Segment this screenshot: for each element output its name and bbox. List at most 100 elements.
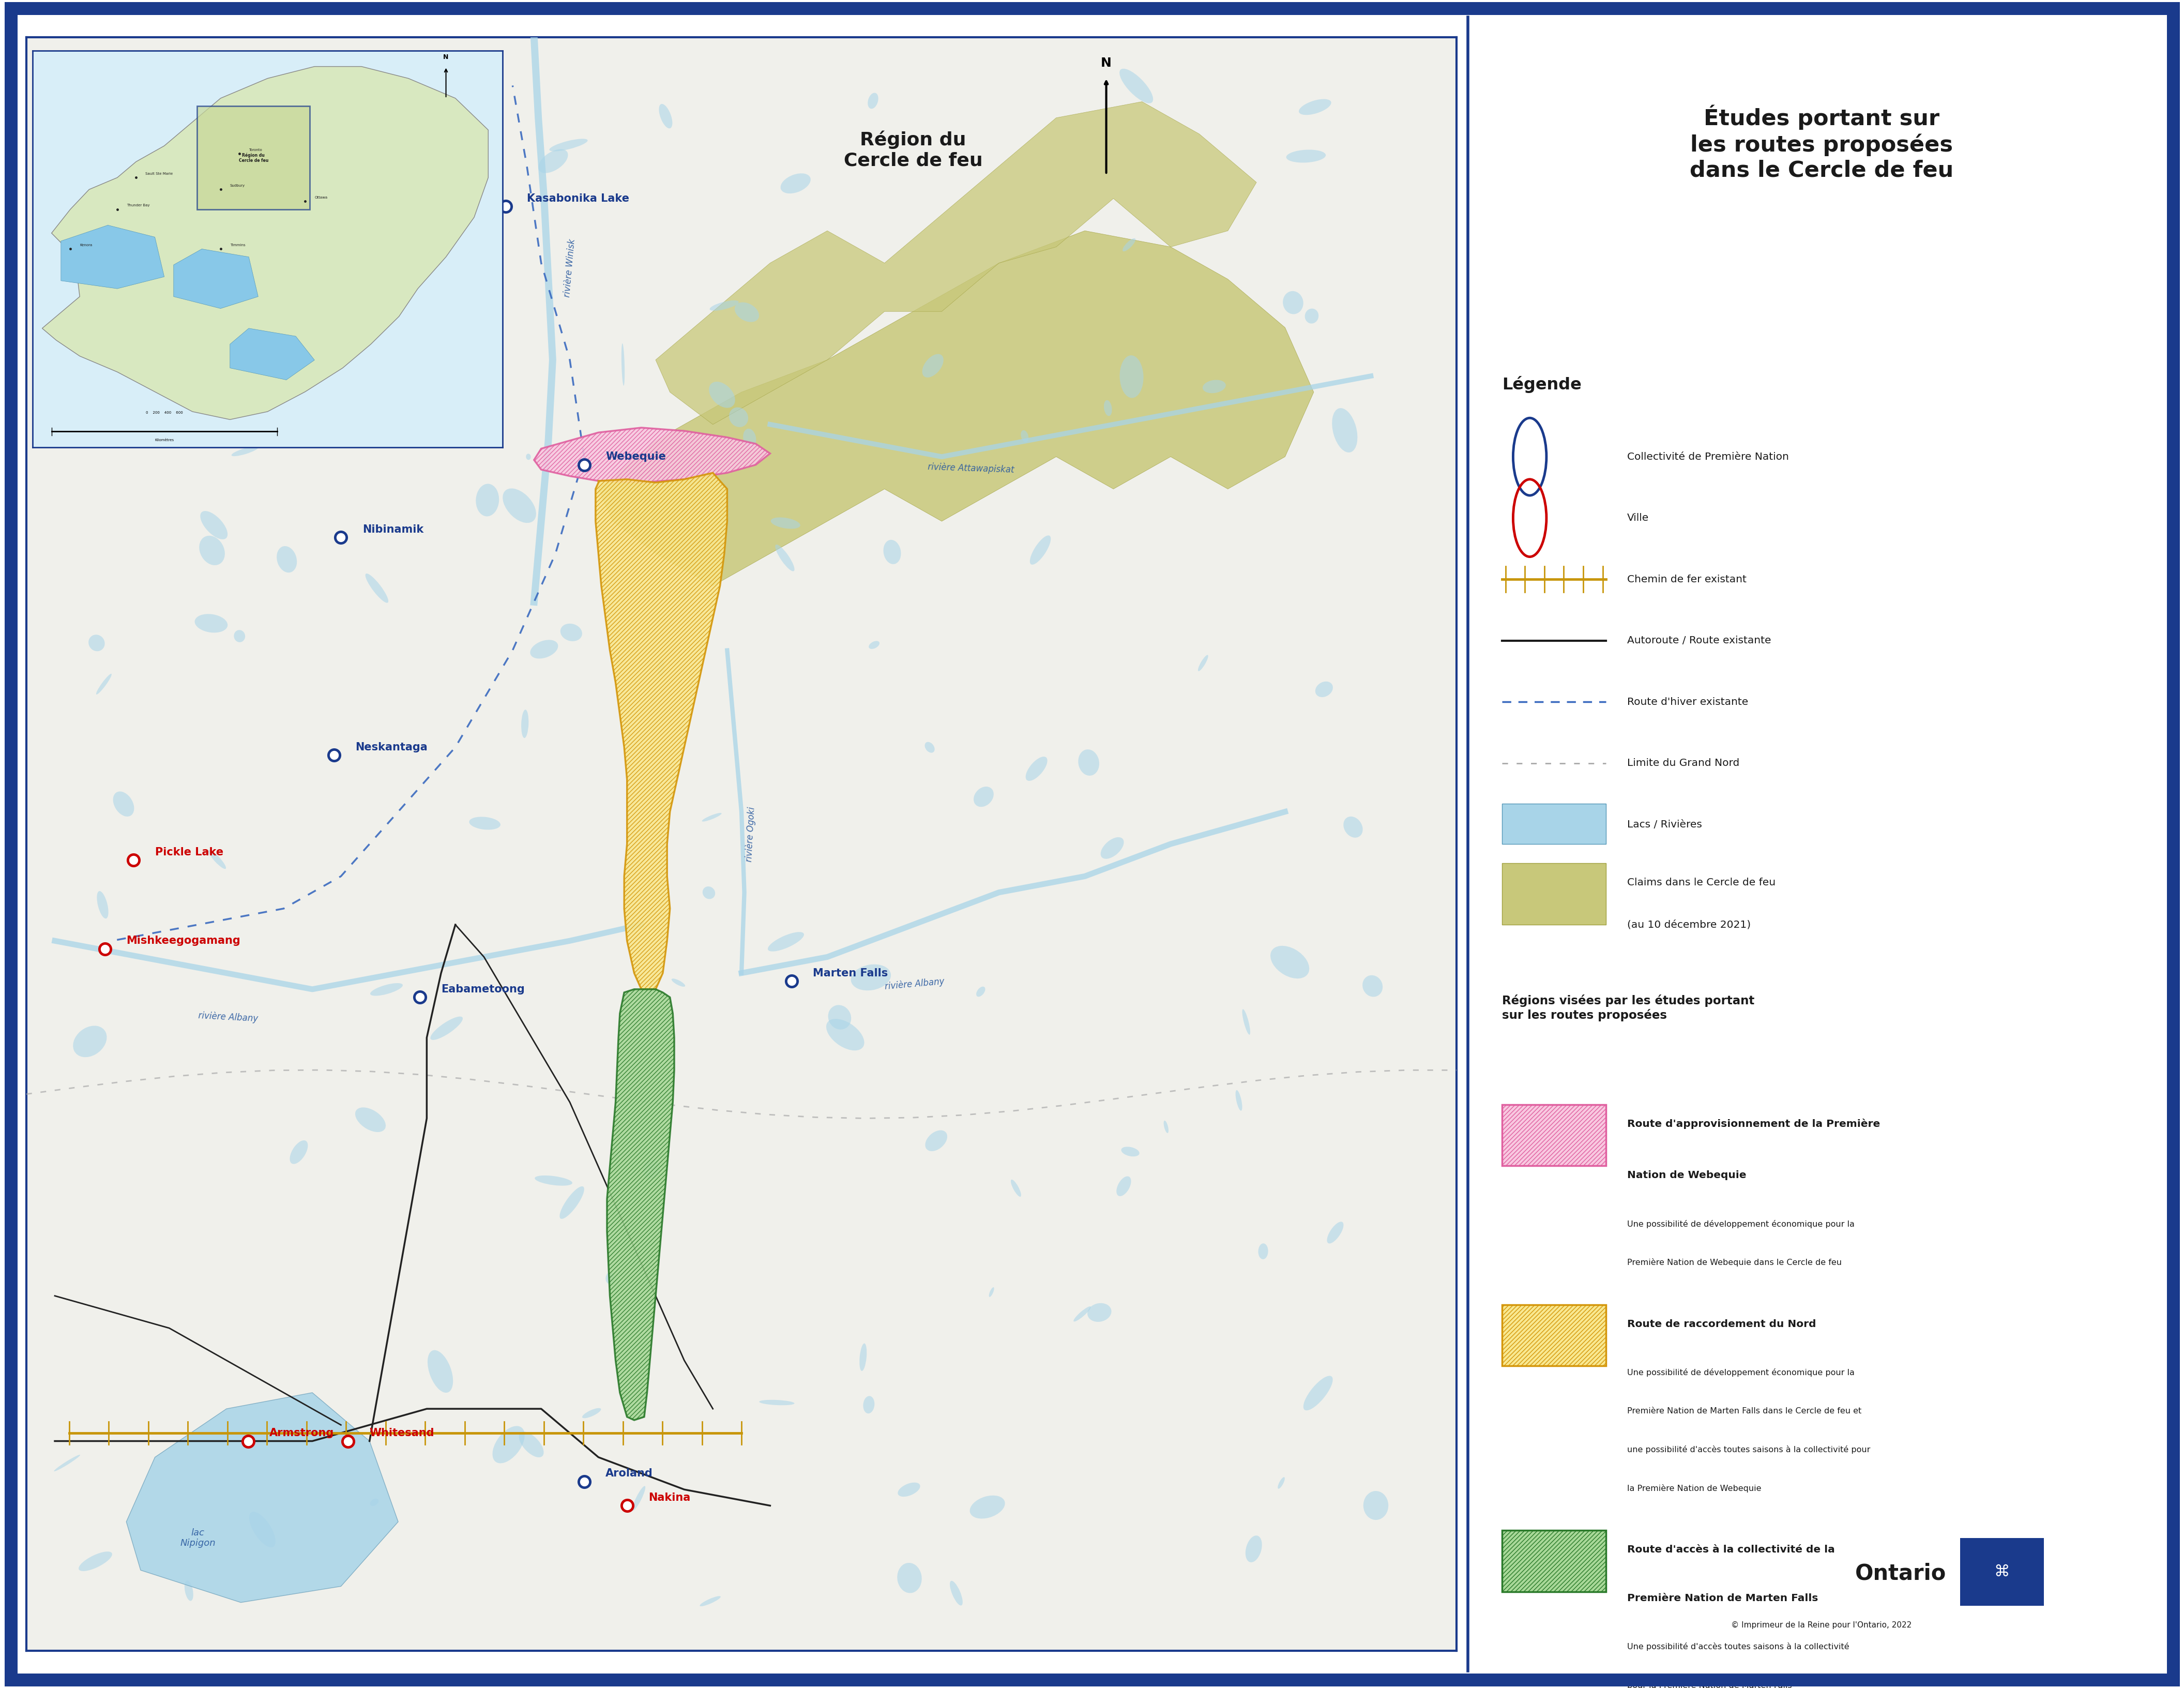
Ellipse shape <box>1363 1491 1389 1519</box>
Text: pour la Première Nation de Marten Falls: pour la Première Nation de Marten Falls <box>1627 1681 1791 1688</box>
Ellipse shape <box>369 1499 378 1506</box>
Ellipse shape <box>72 1026 107 1057</box>
Text: Thunder Bay: Thunder Bay <box>127 204 151 208</box>
Text: rivière Ogoki: rivière Ogoki <box>745 807 758 863</box>
Bar <box>1503 803 1605 844</box>
Ellipse shape <box>1164 1121 1168 1133</box>
Text: Aroland: Aroland <box>605 1469 653 1479</box>
Ellipse shape <box>922 354 943 378</box>
Ellipse shape <box>1304 1376 1332 1411</box>
Ellipse shape <box>522 709 529 738</box>
Ellipse shape <box>531 640 559 658</box>
Ellipse shape <box>559 1187 583 1219</box>
Ellipse shape <box>950 1580 963 1605</box>
Ellipse shape <box>1363 976 1382 998</box>
Ellipse shape <box>780 174 810 194</box>
Ellipse shape <box>371 982 402 996</box>
Text: Première Nation de Webequie dans le Cercle de feu: Première Nation de Webequie dans le Cerc… <box>1627 1259 1841 1266</box>
Polygon shape <box>598 231 1315 586</box>
Ellipse shape <box>1088 1303 1112 1322</box>
Ellipse shape <box>550 138 587 152</box>
Text: Ottawa: Ottawa <box>314 196 328 199</box>
Ellipse shape <box>970 1496 1005 1519</box>
Ellipse shape <box>852 964 891 991</box>
Polygon shape <box>535 427 771 483</box>
Ellipse shape <box>1278 1477 1284 1489</box>
Text: Armstrong: Armstrong <box>269 1428 334 1438</box>
Ellipse shape <box>277 547 297 572</box>
Ellipse shape <box>743 429 756 447</box>
Ellipse shape <box>256 204 286 240</box>
Polygon shape <box>607 989 675 1420</box>
Text: lac
Nipigon: lac Nipigon <box>179 1528 216 1548</box>
Text: Claims dans le Cercle de feu: Claims dans le Cercle de feu <box>1627 878 1776 888</box>
Text: Nibinamik: Nibinamik <box>363 525 424 535</box>
Ellipse shape <box>1031 535 1051 565</box>
Bar <box>197 106 310 209</box>
Text: Whitesand: Whitesand <box>369 1428 435 1438</box>
Ellipse shape <box>79 1551 111 1572</box>
Ellipse shape <box>769 932 804 952</box>
Bar <box>1961 1538 2044 1605</box>
Text: Région du
Cercle de feu: Région du Cercle de feu <box>238 152 269 162</box>
Ellipse shape <box>249 1512 275 1548</box>
Ellipse shape <box>976 986 985 996</box>
Text: Région du
Cercle de feu: Région du Cercle de feu <box>843 130 983 169</box>
Ellipse shape <box>642 1160 660 1178</box>
Ellipse shape <box>1123 238 1136 252</box>
Ellipse shape <box>974 787 994 807</box>
Ellipse shape <box>622 343 625 385</box>
Text: Toronto: Toronto <box>249 149 262 152</box>
Ellipse shape <box>670 979 686 987</box>
Ellipse shape <box>898 1563 922 1593</box>
Ellipse shape <box>1286 150 1326 162</box>
Text: la Première Nation de Webequie: la Première Nation de Webequie <box>1627 1484 1760 1492</box>
Text: (au 10 décembre 2021): (au 10 décembre 2021) <box>1627 920 1752 930</box>
Ellipse shape <box>869 641 880 648</box>
Ellipse shape <box>356 1107 387 1133</box>
Ellipse shape <box>1011 1180 1022 1197</box>
Text: Nation de Webequie: Nation de Webequie <box>1627 1170 1747 1180</box>
Ellipse shape <box>502 488 535 523</box>
Text: Route d'approvisionnement de la Première: Route d'approvisionnement de la Première <box>1627 1119 1880 1129</box>
Ellipse shape <box>1116 1177 1131 1197</box>
Ellipse shape <box>989 1288 994 1296</box>
Text: Chemin de fer existant: Chemin de fer existant <box>1627 574 1747 584</box>
Bar <box>1503 1104 1605 1166</box>
Text: Marten Falls: Marten Falls <box>812 967 889 979</box>
Text: N: N <box>443 54 448 61</box>
Ellipse shape <box>194 614 227 633</box>
Ellipse shape <box>94 299 124 316</box>
Ellipse shape <box>863 1396 874 1413</box>
Text: Sault Ste Marie: Sault Ste Marie <box>146 172 173 176</box>
Ellipse shape <box>159 98 177 115</box>
Text: Eabametoong: Eabametoong <box>441 984 524 994</box>
Polygon shape <box>41 66 489 420</box>
Bar <box>1503 1531 1605 1592</box>
Ellipse shape <box>207 851 225 869</box>
Ellipse shape <box>1020 430 1029 442</box>
Ellipse shape <box>703 886 714 900</box>
Ellipse shape <box>734 302 760 322</box>
Text: Neskantaga: Neskantaga <box>356 743 428 753</box>
Polygon shape <box>175 250 258 309</box>
Text: Collectivité de Première Nation: Collectivité de Première Nation <box>1627 452 1789 461</box>
Ellipse shape <box>1328 1222 1343 1244</box>
Ellipse shape <box>1079 749 1099 776</box>
Text: Ville: Ville <box>1627 513 1649 523</box>
Ellipse shape <box>826 1020 865 1050</box>
Ellipse shape <box>561 623 583 641</box>
Ellipse shape <box>1075 1307 1090 1322</box>
Ellipse shape <box>290 1141 308 1165</box>
Text: N: N <box>1101 57 1112 69</box>
Text: Mishkeegogamang: Mishkeegogamang <box>127 935 240 945</box>
Text: Ontario: Ontario <box>1856 1563 1946 1585</box>
Text: Première Nation de Marten Falls dans le Cercle de feu et: Première Nation de Marten Falls dans le … <box>1627 1408 1861 1415</box>
Bar <box>1503 863 1605 925</box>
Ellipse shape <box>660 105 673 128</box>
Text: rivière Albany: rivière Albany <box>199 1011 258 1023</box>
Ellipse shape <box>775 545 795 571</box>
Ellipse shape <box>898 1482 919 1497</box>
Ellipse shape <box>90 635 105 652</box>
Ellipse shape <box>476 484 500 517</box>
